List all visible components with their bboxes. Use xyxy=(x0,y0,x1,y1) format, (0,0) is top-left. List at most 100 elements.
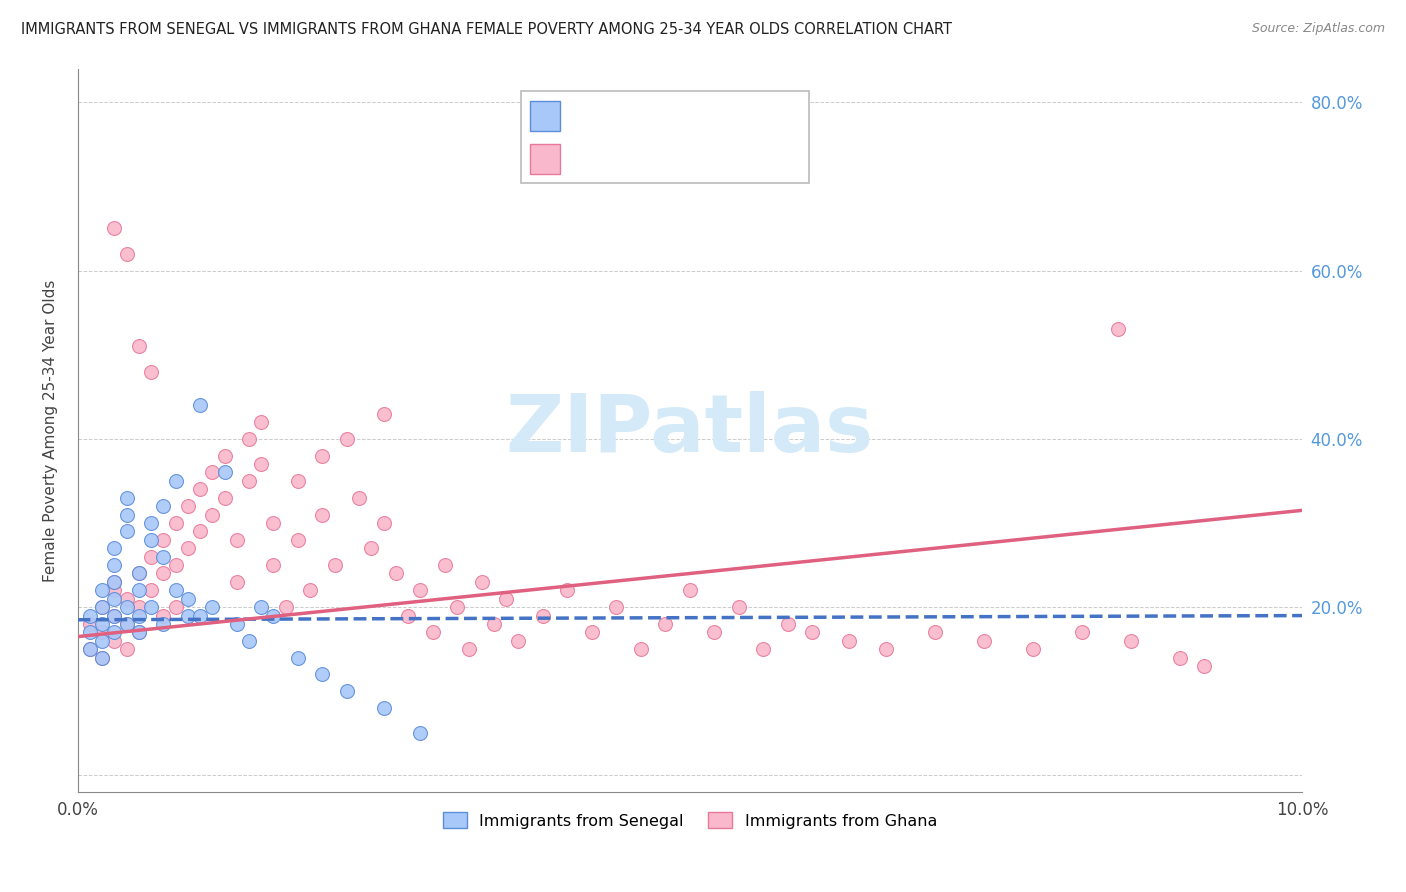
Immigrants from Ghana xyxy=(103,221,125,235)
Immigrants from Ghana xyxy=(165,516,187,530)
Immigrants from Ghana xyxy=(225,533,247,547)
Immigrants from Ghana xyxy=(214,491,236,505)
Immigrants from Senegal xyxy=(139,516,162,530)
Immigrants from Senegal xyxy=(91,633,114,648)
Text: IMMIGRANTS FROM SENEGAL VS IMMIGRANTS FROM GHANA FEMALE POVERTY AMONG 25-34 YEAR: IMMIGRANTS FROM SENEGAL VS IMMIGRANTS FR… xyxy=(21,22,952,37)
Immigrants from Ghana xyxy=(360,541,382,556)
Immigrants from Ghana xyxy=(115,246,138,260)
Immigrants from Ghana xyxy=(152,566,174,581)
Immigrants from Ghana xyxy=(263,558,285,572)
Immigrants from Senegal xyxy=(103,558,125,572)
Immigrants from Ghana xyxy=(875,642,897,657)
Immigrants from Ghana xyxy=(299,583,322,598)
Immigrants from Ghana xyxy=(458,642,481,657)
Immigrants from Ghana xyxy=(238,474,260,488)
Immigrants from Ghana xyxy=(531,608,554,623)
Immigrants from Ghana xyxy=(727,600,749,615)
Immigrants from Ghana xyxy=(225,574,247,589)
Immigrants from Ghana xyxy=(422,625,444,640)
Immigrants from Ghana xyxy=(91,625,114,640)
Immigrants from Ghana xyxy=(139,549,162,564)
Immigrants from Senegal xyxy=(103,625,125,640)
Immigrants from Ghana xyxy=(188,524,211,539)
Immigrants from Senegal xyxy=(103,574,125,589)
Immigrants from Ghana xyxy=(79,642,101,657)
Immigrants from Ghana xyxy=(103,608,125,623)
Immigrants from Ghana xyxy=(482,617,505,632)
Immigrants from Ghana xyxy=(274,600,297,615)
Immigrants from Senegal xyxy=(201,600,224,615)
Immigrants from Senegal xyxy=(91,650,114,665)
Immigrants from Senegal xyxy=(91,617,114,632)
Immigrants from Ghana xyxy=(630,642,652,657)
Immigrants from Ghana xyxy=(103,583,125,598)
Immigrants from Senegal xyxy=(214,466,236,480)
Immigrants from Ghana xyxy=(471,574,494,589)
Immigrants from Ghana xyxy=(188,483,211,497)
Immigrants from Ghana xyxy=(347,491,370,505)
Immigrants from Senegal xyxy=(152,549,174,564)
Immigrants from Ghana xyxy=(139,364,162,378)
Immigrants from Ghana xyxy=(508,633,530,648)
Immigrants from Ghana xyxy=(373,516,395,530)
Immigrants from Ghana xyxy=(250,457,273,471)
Immigrants from Ghana xyxy=(214,449,236,463)
Immigrants from Senegal xyxy=(165,474,187,488)
Immigrants from Ghana xyxy=(1192,659,1215,673)
Immigrants from Ghana xyxy=(311,449,333,463)
Immigrants from Senegal xyxy=(188,608,211,623)
Immigrants from Ghana xyxy=(703,625,725,640)
Text: Source: ZipAtlas.com: Source: ZipAtlas.com xyxy=(1251,22,1385,36)
Immigrants from Ghana xyxy=(776,617,799,632)
Immigrants from Ghana xyxy=(128,566,150,581)
Immigrants from Ghana xyxy=(287,474,309,488)
Immigrants from Ghana xyxy=(679,583,702,598)
Immigrants from Ghana xyxy=(103,633,125,648)
Immigrants from Ghana xyxy=(91,650,114,665)
Immigrants from Ghana xyxy=(581,625,603,640)
Immigrants from Senegal xyxy=(188,398,211,412)
Immigrants from Ghana xyxy=(1021,642,1043,657)
Immigrants from Ghana xyxy=(287,533,309,547)
Immigrants from Senegal xyxy=(115,617,138,632)
Immigrants from Senegal xyxy=(225,617,247,632)
Immigrants from Senegal xyxy=(287,650,309,665)
Immigrants from Senegal xyxy=(152,499,174,513)
Immigrants from Ghana xyxy=(201,508,224,522)
Immigrants from Senegal xyxy=(103,608,125,623)
Immigrants from Ghana xyxy=(128,625,150,640)
Y-axis label: Female Poverty Among 25-34 Year Olds: Female Poverty Among 25-34 Year Olds xyxy=(44,279,58,582)
Immigrants from Senegal xyxy=(139,533,162,547)
Immigrants from Ghana xyxy=(557,583,579,598)
Immigrants from Senegal xyxy=(115,524,138,539)
Immigrants from Senegal xyxy=(152,617,174,632)
Immigrants from Senegal xyxy=(115,508,138,522)
Immigrants from Ghana xyxy=(139,583,162,598)
Immigrants from Senegal xyxy=(128,583,150,598)
Immigrants from Ghana xyxy=(201,466,224,480)
Immigrants from Ghana xyxy=(924,625,946,640)
Immigrants from Senegal xyxy=(177,591,200,606)
Immigrants from Senegal xyxy=(336,684,359,698)
Immigrants from Senegal xyxy=(238,633,260,648)
Immigrants from Ghana xyxy=(311,508,333,522)
Immigrants from Ghana xyxy=(115,591,138,606)
Immigrants from Ghana xyxy=(752,642,775,657)
Immigrants from Senegal xyxy=(91,583,114,598)
Immigrants from Ghana xyxy=(263,516,285,530)
Immigrants from Ghana xyxy=(115,617,138,632)
Immigrants from Ghana xyxy=(115,642,138,657)
Immigrants from Senegal xyxy=(311,667,333,681)
Immigrants from Ghana xyxy=(605,600,627,615)
Text: ZIPatlas: ZIPatlas xyxy=(506,392,875,469)
Immigrants from Senegal xyxy=(103,591,125,606)
Immigrants from Senegal xyxy=(409,726,432,740)
Immigrants from Senegal xyxy=(79,642,101,657)
Immigrants from Ghana xyxy=(385,566,408,581)
Immigrants from Ghana xyxy=(336,432,359,446)
Immigrants from Ghana xyxy=(91,600,114,615)
Immigrants from Ghana xyxy=(495,591,517,606)
Immigrants from Ghana xyxy=(973,633,995,648)
Immigrants from Senegal xyxy=(165,583,187,598)
Immigrants from Ghana xyxy=(128,600,150,615)
